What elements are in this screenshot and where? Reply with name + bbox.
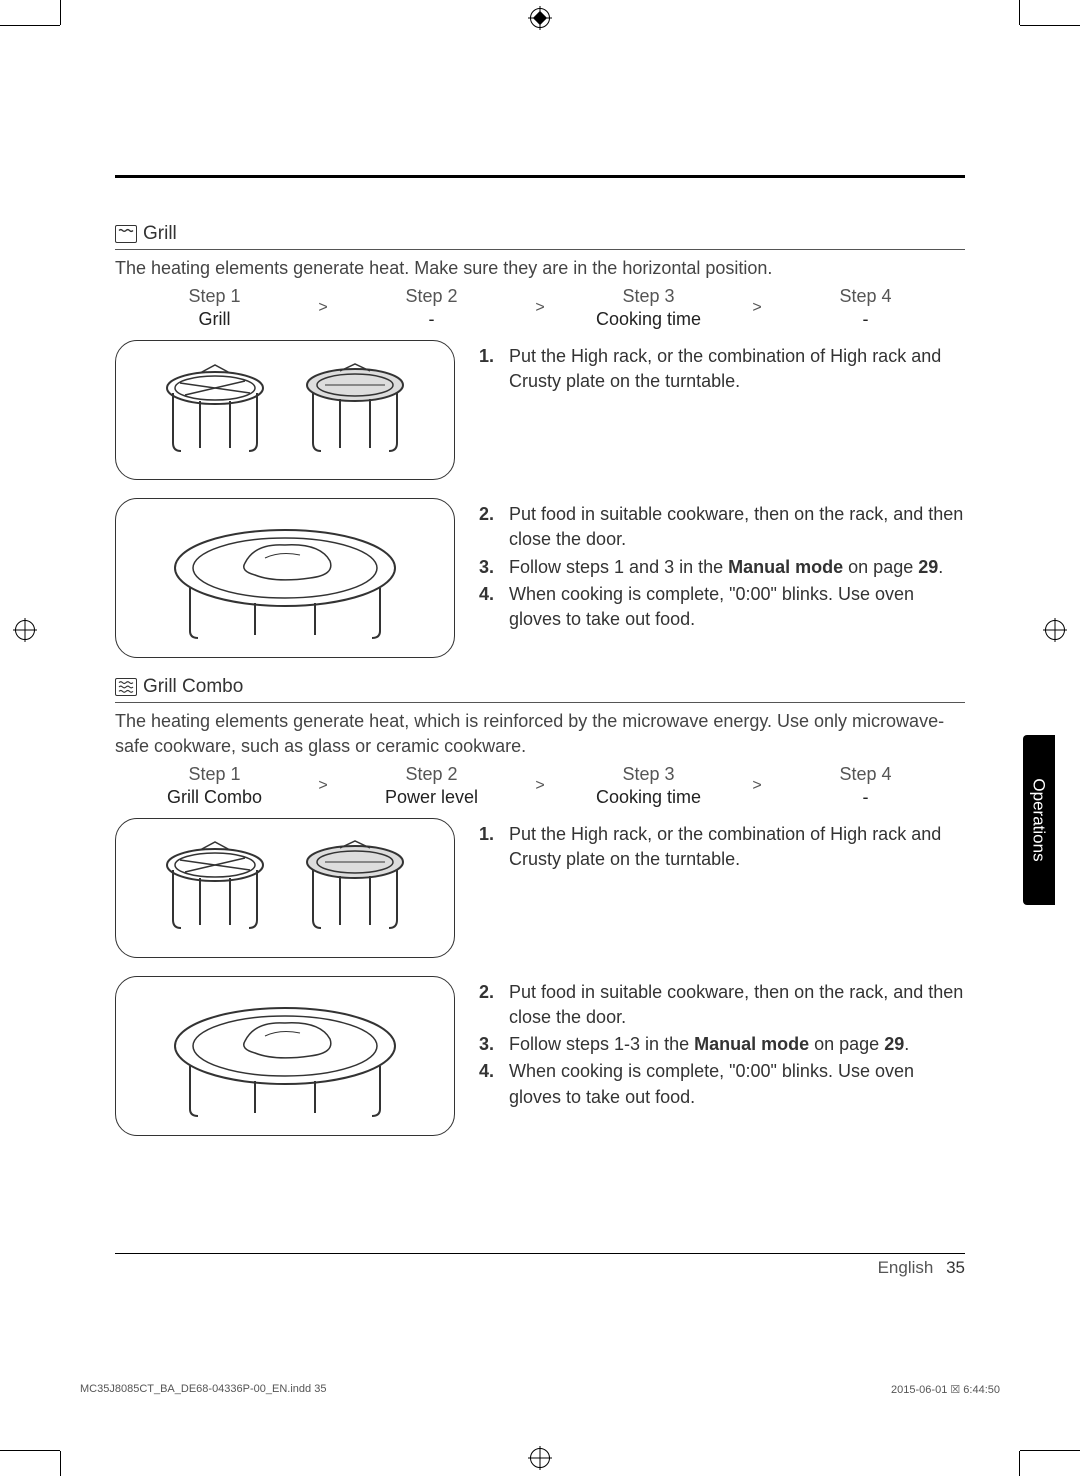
crop-mark [60, 1451, 61, 1476]
grill-icon [115, 225, 137, 243]
page-content: Grill The heating elements generate heat… [115, 175, 965, 1296]
crop-mark [1020, 1450, 1080, 1451]
grill-section-header: Grill [115, 223, 965, 250]
list-item: Follow steps 1 and 3 in the Manual mode … [479, 555, 965, 580]
food-plate-icon [155, 991, 415, 1121]
grill-title: Grill [143, 223, 177, 245]
chevron-icon: > [748, 777, 766, 795]
crop-mark [1020, 25, 1080, 26]
combo-section-header: Grill Combo [115, 676, 965, 703]
chevron-icon: > [531, 777, 549, 795]
print-metadata: MC35J8085CT_BA_DE68-04336P-00_EN.indd 35… [80, 1383, 1000, 1396]
list-item: Put food in suitable cookware, then on t… [479, 980, 965, 1030]
grill-instructions-1: Put the High rack, or the combination of… [479, 344, 965, 394]
list-item: Put the High rack, or the combination of… [479, 344, 965, 394]
list-item: When cooking is complete, "0:00" blinks.… [479, 1059, 965, 1109]
grill-row-1: Put the High rack, or the combination of… [115, 340, 965, 480]
crop-mark [1019, 0, 1020, 25]
high-rack-plate-icon [295, 363, 415, 458]
chevron-icon: > [314, 299, 332, 317]
food-on-rack-illustration [115, 976, 455, 1136]
food-on-rack-illustration [115, 498, 455, 658]
crop-mark [0, 1450, 60, 1451]
food-plate-icon [155, 513, 415, 643]
grill-intro: The heating elements generate heat. Make… [115, 256, 965, 280]
combo-title: Grill Combo [143, 676, 243, 698]
combo-row-1: Put the High rack, or the combination of… [115, 818, 965, 958]
grill-row-2: Put food in suitable cookware, then on t… [115, 498, 965, 658]
section-tab: Operations [1023, 735, 1055, 905]
registration-mark [1045, 620, 1065, 640]
combo-intro: The heating elements generate heat, whic… [115, 709, 965, 758]
chevron-icon: > [314, 777, 332, 795]
high-rack-plate-icon [295, 840, 415, 935]
page-footer: English 35 [115, 1253, 965, 1278]
list-item: Put the High rack, or the combination of… [479, 822, 965, 872]
list-item: Follow steps 1-3 in the Manual mode on p… [479, 1032, 965, 1057]
registration-mark [15, 620, 35, 640]
high-rack-icon [155, 840, 275, 935]
grill-steps: Step 1Grill > Step 2- > Step 3Cooking ti… [115, 286, 965, 330]
combo-instructions-2: Put food in suitable cookware, then on t… [479, 980, 965, 1110]
chevron-icon: > [748, 299, 766, 317]
grill-combo-icon [115, 678, 137, 696]
crop-mark [1019, 1451, 1020, 1476]
combo-instructions-1: Put the High rack, or the combination of… [479, 822, 965, 872]
combo-row-2: Put food in suitable cookware, then on t… [115, 976, 965, 1136]
registration-mark [530, 8, 550, 28]
racks-illustration [115, 818, 455, 958]
top-rule [115, 175, 965, 178]
list-item: Put food in suitable cookware, then on t… [479, 502, 965, 552]
chevron-icon: > [531, 299, 549, 317]
racks-illustration [115, 340, 455, 480]
list-item: When cooking is complete, "0:00" blinks.… [479, 582, 965, 632]
high-rack-icon [155, 363, 275, 458]
combo-steps: Step 1Grill Combo > Step 2Power level > … [115, 764, 965, 808]
registration-mark [530, 1448, 550, 1468]
crop-mark [0, 25, 60, 26]
grill-instructions-2: Put food in suitable cookware, then on t… [479, 502, 965, 632]
crop-mark [60, 0, 61, 25]
